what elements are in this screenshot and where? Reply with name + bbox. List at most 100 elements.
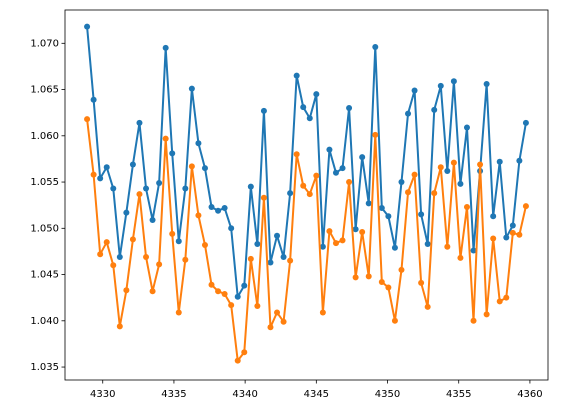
point bbox=[332, 169, 339, 176]
point bbox=[372, 131, 379, 138]
point bbox=[267, 259, 274, 266]
point bbox=[463, 124, 470, 131]
point bbox=[503, 234, 510, 241]
point bbox=[509, 229, 516, 236]
point bbox=[221, 290, 228, 297]
point bbox=[352, 226, 359, 233]
point bbox=[477, 161, 484, 168]
y-tick-label: 1.035 bbox=[30, 362, 59, 373]
point bbox=[156, 261, 163, 268]
point bbox=[280, 318, 287, 325]
point bbox=[490, 235, 497, 242]
point bbox=[503, 294, 510, 301]
point bbox=[437, 82, 444, 89]
point bbox=[306, 115, 313, 122]
point bbox=[228, 225, 235, 232]
point bbox=[260, 194, 267, 201]
point bbox=[385, 213, 392, 220]
point bbox=[162, 44, 169, 51]
point bbox=[300, 104, 307, 111]
point bbox=[123, 287, 130, 294]
point bbox=[418, 279, 425, 286]
point bbox=[516, 231, 523, 238]
point bbox=[103, 164, 110, 171]
point bbox=[339, 165, 346, 172]
point bbox=[293, 72, 300, 79]
point bbox=[457, 254, 464, 261]
point bbox=[463, 204, 470, 211]
point bbox=[398, 266, 405, 273]
point bbox=[149, 288, 156, 295]
point bbox=[365, 200, 372, 207]
point bbox=[398, 179, 405, 186]
point bbox=[313, 91, 320, 98]
point bbox=[378, 204, 385, 211]
point bbox=[84, 23, 91, 30]
point bbox=[103, 239, 110, 246]
point bbox=[267, 324, 274, 331]
point bbox=[483, 311, 490, 318]
point bbox=[195, 140, 202, 147]
point bbox=[110, 262, 117, 269]
point bbox=[496, 158, 503, 165]
y-tick-label: 1.055 bbox=[30, 177, 59, 188]
point bbox=[260, 107, 267, 114]
point bbox=[129, 236, 136, 243]
point bbox=[149, 216, 156, 223]
point bbox=[405, 110, 412, 117]
point bbox=[247, 183, 254, 190]
point bbox=[208, 204, 215, 211]
point bbox=[116, 323, 123, 330]
point bbox=[359, 154, 366, 161]
point bbox=[97, 251, 104, 258]
point bbox=[195, 212, 202, 219]
point bbox=[516, 157, 523, 164]
point bbox=[418, 211, 425, 218]
point bbox=[391, 244, 398, 251]
y-tick-label: 1.065 bbox=[30, 85, 59, 96]
point bbox=[169, 230, 176, 237]
point bbox=[431, 106, 438, 113]
point bbox=[110, 185, 117, 192]
point bbox=[365, 273, 372, 280]
point bbox=[424, 241, 431, 248]
point bbox=[228, 302, 235, 309]
point bbox=[280, 253, 287, 260]
point bbox=[247, 255, 254, 262]
y-tick-label: 1.060 bbox=[30, 131, 59, 142]
point bbox=[241, 349, 248, 356]
point bbox=[156, 179, 163, 186]
x-tick-label: 4345 bbox=[304, 389, 329, 400]
point bbox=[234, 357, 241, 364]
point bbox=[496, 298, 503, 305]
point bbox=[254, 303, 261, 309]
point bbox=[287, 257, 294, 264]
point bbox=[201, 165, 208, 172]
point bbox=[522, 119, 529, 126]
x-tick-label: 4350 bbox=[375, 389, 400, 400]
point bbox=[274, 232, 281, 239]
y-tick-label: 1.070 bbox=[30, 38, 59, 49]
point bbox=[470, 317, 477, 324]
point bbox=[326, 146, 333, 153]
point bbox=[411, 171, 418, 178]
point bbox=[234, 293, 241, 300]
point bbox=[136, 119, 143, 126]
point bbox=[411, 87, 418, 94]
point bbox=[300, 182, 307, 189]
y-tick-label: 1.040 bbox=[30, 316, 59, 327]
point bbox=[450, 78, 457, 85]
point bbox=[522, 203, 529, 210]
point bbox=[405, 189, 412, 196]
line-series bbox=[86, 119, 527, 362]
point bbox=[444, 167, 451, 174]
point bbox=[90, 96, 97, 103]
point bbox=[319, 243, 326, 250]
point bbox=[490, 213, 497, 220]
y-tick-label: 1.045 bbox=[30, 270, 59, 281]
point bbox=[509, 222, 516, 229]
x-tick-label: 4355 bbox=[446, 389, 471, 400]
point bbox=[306, 191, 313, 198]
point bbox=[359, 229, 366, 235]
point bbox=[287, 190, 294, 197]
